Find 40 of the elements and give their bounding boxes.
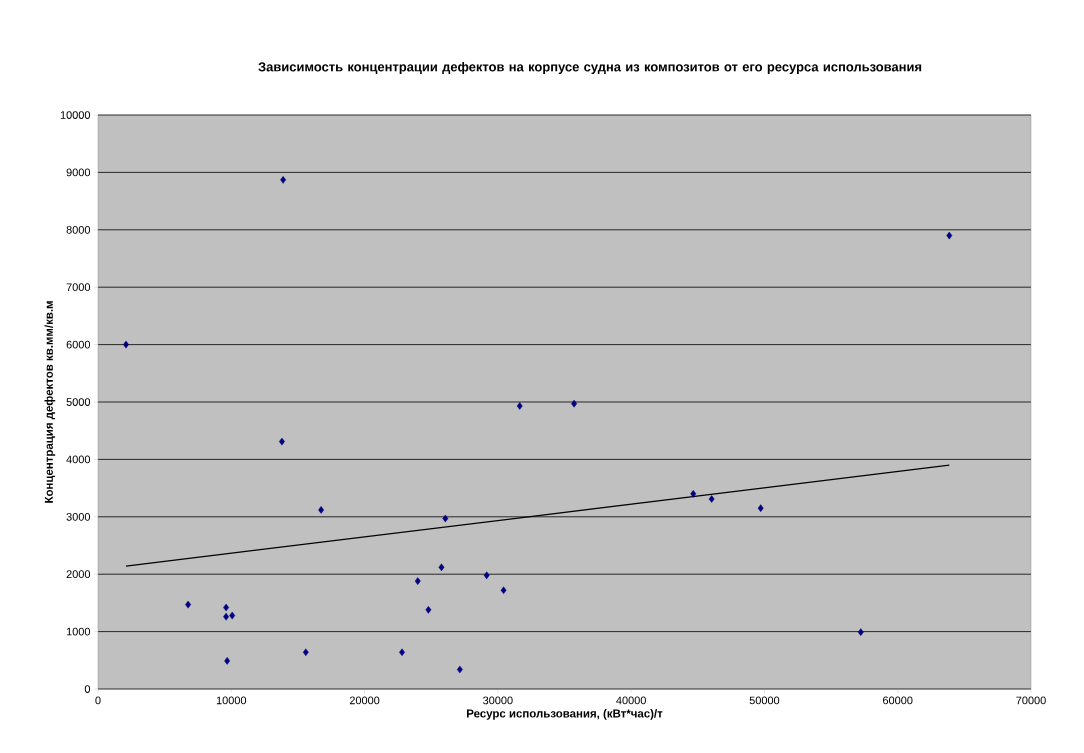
y-tick-label: 8000	[66, 225, 91, 234]
x-tick-label: 50000	[749, 696, 780, 705]
point	[500, 586, 507, 595]
x-tick-label: 10000	[216, 696, 247, 705]
x-tick-label: 20000	[349, 696, 380, 705]
point	[857, 628, 864, 636]
y-tick-label: 2000	[66, 570, 91, 579]
point	[414, 577, 421, 585]
y-tick-label: 6000	[66, 340, 91, 349]
y-tick-label: 4000	[66, 455, 91, 464]
point	[425, 605, 432, 614]
point	[224, 657, 231, 665]
y-tick-label: 9000	[66, 168, 91, 177]
point	[690, 490, 697, 498]
point	[708, 495, 715, 503]
point	[280, 176, 287, 184]
point	[757, 504, 764, 512]
y-tick-label: 5000	[66, 398, 91, 406]
y-tick-label: 7000	[66, 283, 91, 292]
x-tick-label: 40000	[616, 696, 646, 705]
y-axis-title: Концентрация дефектов кв.мм/кв.м	[44, 301, 56, 503]
chart-title: Зависимость концентрации дефектов на корпусе судна из композитов от его ресурса использования	[258, 61, 922, 75]
point	[442, 514, 449, 523]
point	[438, 563, 445, 572]
x-tick-label: 60000	[883, 696, 913, 705]
y-tick-label: 0	[84, 685, 91, 693]
point	[302, 648, 309, 657]
x-tick-label: 0	[95, 696, 101, 705]
y-tick-label: 1000	[66, 627, 91, 636]
point	[318, 506, 325, 514]
point	[483, 571, 490, 580]
y-tick-label: 3000	[66, 512, 91, 521]
point	[516, 402, 523, 410]
x-tick-label: 70000	[1016, 696, 1046, 705]
x-tick-label: 30000	[483, 696, 513, 705]
point	[946, 231, 953, 240]
x-axis-title: Ресурс использования, (кВт*час)/т	[467, 709, 663, 720]
point	[229, 611, 236, 620]
point	[456, 665, 463, 674]
y-tick-label: 10000	[60, 111, 91, 119]
